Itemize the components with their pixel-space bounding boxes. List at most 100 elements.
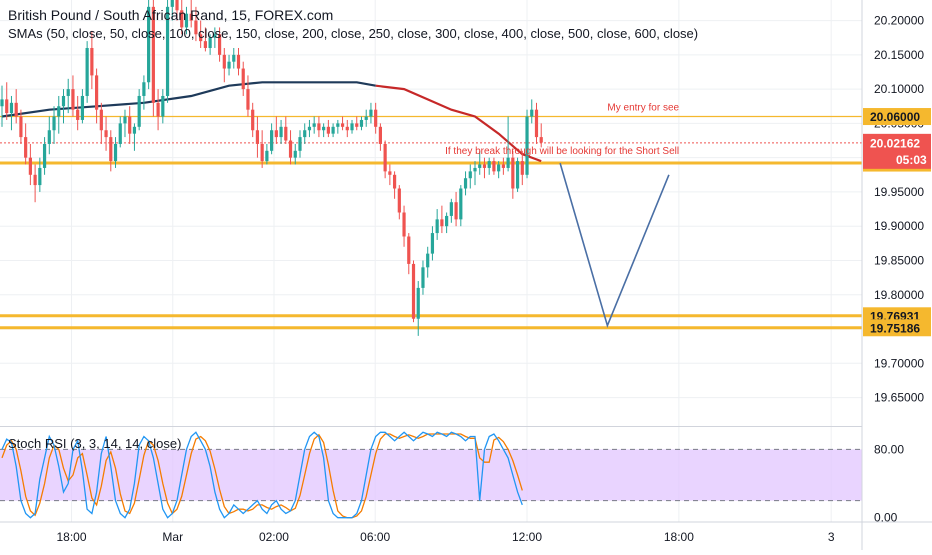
current-price-label: 20.02162: [870, 136, 920, 150]
candle-body: [213, 34, 217, 38]
candle-body: [539, 137, 543, 143]
level-price-label: 20.06000: [870, 110, 920, 124]
candle-body: [307, 126, 312, 131]
candle-body: [468, 171, 472, 179]
candle-body: [99, 109, 103, 131]
candle-body: [482, 164, 487, 168]
candle-body: [128, 116, 132, 134]
candle-body: [303, 130, 307, 138]
candle-body: [345, 126, 349, 131]
stoch-rsi-lines: [1, 431, 523, 519]
candle-body: [265, 150, 269, 162]
candle-body: [402, 212, 406, 237]
candle-body: [322, 126, 326, 131]
candle-body: [38, 167, 42, 186]
candle-body: [76, 109, 80, 120]
candle-body: [388, 171, 392, 175]
countdown-label: 05:03: [896, 153, 927, 167]
candle-body: [473, 167, 477, 172]
candle-body: [497, 164, 501, 172]
candle-body: [340, 123, 345, 127]
candle-body: [270, 130, 274, 151]
candle-body: [364, 116, 368, 120]
candle-body: [142, 82, 146, 96]
projection-path[interactable]: [559, 162, 670, 329]
candle-body: [151, 6, 155, 103]
sma-legend[interactable]: SMAs (50, close, 50, close, 100, close, …: [8, 26, 699, 41]
horizontal-levels[interactable]: [0, 115, 862, 330]
time-tick-label: 12:00: [512, 530, 542, 544]
candle-body: [454, 202, 458, 220]
candle-body: [274, 130, 278, 138]
candles: [0, 0, 543, 336]
candle-body: [397, 188, 401, 213]
candle-body: [520, 161, 524, 175]
candle-body: [487, 161, 491, 168]
sma-lines: [1, 81, 542, 163]
candle-body: [9, 102, 14, 114]
candle-body: [19, 116, 23, 138]
candle-body: [180, 10, 184, 28]
annotation-text: If they break through will be looking fo…: [445, 146, 679, 157]
stoch-rsi-legend[interactable]: Stoch RSI (3, 3, 14, 14, close): [8, 436, 182, 451]
candle-body: [336, 123, 340, 127]
candle-body: [217, 34, 222, 55]
candle-body: [378, 126, 382, 144]
candle-body: [312, 123, 316, 127]
candle-body: [189, 13, 193, 21]
candle-body: [317, 123, 321, 131]
candle-body: [203, 41, 207, 48]
candle-body: [407, 236, 411, 264]
candle-body: [298, 137, 302, 151]
candle-body: [426, 253, 430, 268]
candle-body: [199, 34, 203, 42]
level-price-label: 19.75186: [870, 321, 920, 335]
candle-body: [492, 161, 496, 172]
candle-body: [293, 150, 297, 158]
candle-body: [24, 137, 28, 158]
candle-body: [0, 99, 4, 107]
candle-body: [5, 99, 9, 114]
candle-body: [170, 0, 174, 7]
annotations[interactable]: My entry for see If they break through wi…: [445, 102, 679, 157]
stoch-rsi-k-line: [1, 431, 523, 519]
sma-dark-line: [1, 81, 376, 118]
price-tick-label: 19.95000: [874, 185, 924, 199]
candle-body: [113, 143, 118, 162]
price-tick-label: 20.15000: [874, 48, 924, 62]
candle-body: [222, 54, 226, 69]
candle-body: [194, 20, 198, 35]
candle-body: [95, 75, 99, 110]
candle-body: [411, 263, 416, 319]
candle-body: [525, 116, 529, 175]
candle-body: [435, 219, 439, 234]
candle-body: [104, 130, 108, 138]
price-tick-label: 19.70000: [874, 356, 924, 370]
stoch-rsi-tick-label: 0.00: [874, 511, 898, 525]
price-tick-label: 19.80000: [874, 288, 924, 302]
candle-body: [123, 116, 127, 124]
level-price-tag: [863, 319, 931, 337]
candle-body: [255, 130, 260, 144]
candle-body: [534, 109, 539, 138]
candle-body: [132, 126, 137, 134]
candle-body: [331, 126, 335, 134]
chart-title[interactable]: British Pound / South African Rand, 15, …: [8, 7, 334, 23]
candle-body: [33, 174, 37, 186]
candle-body: [147, 6, 151, 83]
price-tick-label: 20.20000: [874, 14, 924, 28]
sma-red-line: [375, 84, 542, 163]
candle-body: [85, 47, 89, 96]
candle-body: [227, 61, 231, 69]
candle-body: [530, 109, 534, 117]
candle-body: [251, 109, 255, 131]
annotation-text: My entry for see: [607, 102, 679, 113]
candle-body: [241, 68, 245, 90]
time-tick-label: 02:00: [259, 530, 289, 544]
candle-body: [478, 164, 482, 168]
price-tick-label: 19.90000: [874, 219, 924, 233]
price-tick-label: 19.85000: [874, 253, 924, 267]
